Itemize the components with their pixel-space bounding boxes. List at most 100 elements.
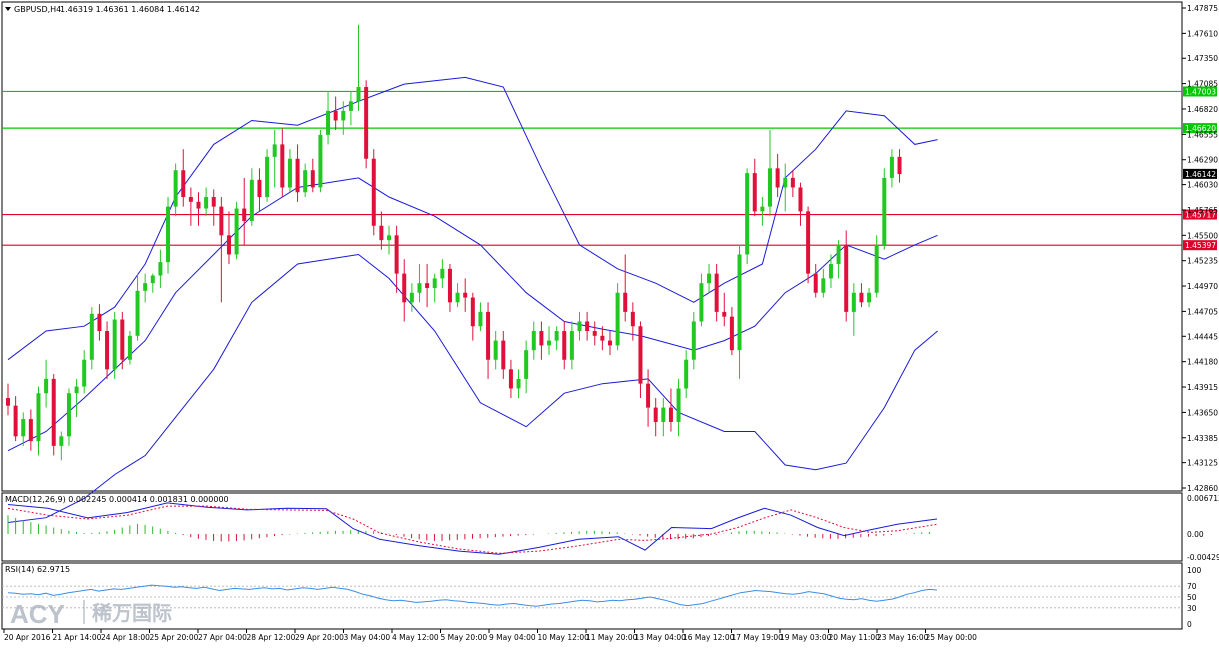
candle-body xyxy=(356,86,361,102)
candle-body xyxy=(508,369,513,389)
x-tick-label: 4 May 12:00 xyxy=(392,633,439,642)
candle-body xyxy=(318,134,323,188)
candle-body xyxy=(417,283,422,293)
level-price-label: 1.45717 xyxy=(1185,211,1216,220)
candle-body xyxy=(478,311,483,327)
candle-body xyxy=(66,393,71,437)
candle-body xyxy=(615,292,620,346)
candle-body xyxy=(600,335,605,341)
bollinger-upper-line xyxy=(7,76,938,361)
candle-body xyxy=(326,110,331,135)
x-tick-label: 21 Apr 14:00 xyxy=(53,633,102,642)
candle-body xyxy=(844,244,849,312)
y-tick-label: 1.43125 xyxy=(1187,459,1218,468)
candle-body xyxy=(158,262,163,276)
watermark-text: 稀万国际 xyxy=(92,601,172,625)
candle-body xyxy=(813,273,818,293)
candle-body xyxy=(82,359,87,387)
y-tick-label: 1.43650 xyxy=(1187,408,1218,417)
candle-body xyxy=(729,316,734,351)
candle-body xyxy=(569,331,574,360)
candle-body xyxy=(303,170,308,193)
candle-body xyxy=(592,331,597,336)
candle-body xyxy=(806,211,811,274)
watermark-logo: ACY 稀万国际 xyxy=(10,599,172,629)
candle-body xyxy=(653,407,658,422)
rsi-y-tick-label: 30 xyxy=(1187,604,1197,613)
macd-y-tick-label: 0.006713 xyxy=(1187,494,1219,503)
y-tick-label: 1.45765 xyxy=(1187,206,1218,215)
candle-body xyxy=(257,179,262,198)
y-tick-label: 1.47350 xyxy=(1187,54,1218,63)
candle-body xyxy=(623,292,628,312)
candle-body xyxy=(364,86,369,159)
macd-signal-line xyxy=(7,505,938,554)
rsi-y-tick-label: 0 xyxy=(1187,620,1192,629)
candle-body xyxy=(836,244,841,265)
x-tick-label: 27 Apr 04:00 xyxy=(198,633,247,642)
y-tick-label: 1.46290 xyxy=(1187,156,1218,165)
y-tick-label: 1.44180 xyxy=(1187,358,1218,367)
candle-body xyxy=(371,158,376,226)
level-price-tag xyxy=(1183,123,1217,134)
candle-body xyxy=(707,273,712,284)
candle-body xyxy=(181,170,186,198)
candle-body xyxy=(691,321,696,360)
x-tick-label: 13 May 04:00 xyxy=(635,633,687,642)
main-price-pane[interactable] xyxy=(1,1,1183,492)
candle-body xyxy=(539,331,544,346)
candle-body xyxy=(394,235,399,274)
level-price-label: 1.47003 xyxy=(1185,87,1216,96)
candle-body xyxy=(828,264,833,279)
candle-body xyxy=(547,340,552,346)
x-tick-label: 24 Apr 18:00 xyxy=(101,633,150,642)
candle-body xyxy=(722,311,727,317)
watermark-brand: ACY xyxy=(10,599,65,629)
candle-body xyxy=(120,319,125,360)
candle-body xyxy=(768,168,772,207)
candle-body xyxy=(21,419,26,437)
candle-body xyxy=(661,407,666,422)
candle-body xyxy=(409,292,414,303)
rsi-pane[interactable] xyxy=(1,562,1183,630)
candle-body xyxy=(790,177,795,188)
candle-body xyxy=(135,290,140,336)
collapse-triangle-icon[interactable] xyxy=(5,7,11,11)
macd-y-tick-label: -0.004296 xyxy=(1187,553,1219,562)
y-tick-label: 1.45500 xyxy=(1187,231,1218,240)
candle-body xyxy=(440,268,445,279)
candle-body xyxy=(28,419,33,442)
candle-body xyxy=(89,313,94,360)
candle-body xyxy=(699,283,704,322)
candle-body xyxy=(379,225,384,241)
symbol-title: GBPUSD,H4 xyxy=(14,5,61,14)
candle-body xyxy=(752,173,757,212)
candle-body xyxy=(74,386,79,394)
candle-body xyxy=(524,350,529,379)
current-price-tag xyxy=(1183,168,1217,179)
candle-body xyxy=(242,208,247,221)
y-tick-label: 1.47610 xyxy=(1187,29,1218,38)
candle-body xyxy=(105,331,110,370)
candle-body xyxy=(211,197,216,207)
candle-body xyxy=(112,319,117,370)
candle-body xyxy=(646,383,651,408)
candle-body xyxy=(562,331,567,360)
candle-body xyxy=(59,436,64,446)
x-tick-label: 3 May 04:00 xyxy=(344,633,391,642)
y-tick-label: 1.43915 xyxy=(1187,383,1218,392)
candle-body xyxy=(486,311,491,360)
x-tick-label: 16 May 12:00 xyxy=(683,633,735,642)
candle-body xyxy=(219,206,224,236)
candle-body xyxy=(44,378,49,394)
candle-body xyxy=(280,144,285,188)
ohlc-readout: 1.46319 1.46361 1.46084 1.46142 xyxy=(60,5,200,14)
candle-body xyxy=(638,326,643,384)
bollinger-middle-line xyxy=(7,177,938,452)
candle-body xyxy=(531,331,536,351)
x-tick-label: 25 Apr 20:00 xyxy=(150,633,199,642)
y-tick-label: 1.43385 xyxy=(1187,434,1218,443)
candle-body xyxy=(341,110,346,121)
macd-pane[interactable] xyxy=(1,492,1183,562)
